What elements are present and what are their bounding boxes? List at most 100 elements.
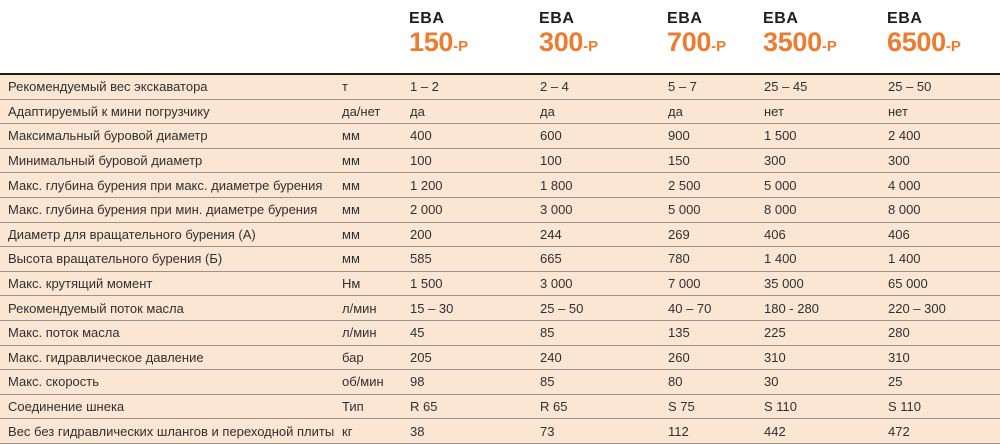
row-value: 406: [886, 222, 1000, 248]
row-label: Максимальный буровой диаметр: [0, 124, 340, 149]
row-value: 2 400: [886, 124, 1000, 149]
row-value: 25 – 45: [762, 75, 886, 100]
row-value: да: [666, 99, 762, 125]
row-value: нет: [886, 99, 1000, 125]
header-spacer-label: [0, 0, 340, 75]
row-unit: бар: [340, 345, 408, 371]
table-row: Макс. гидравлическое давление бар 205 240 26…: [0, 345, 1000, 371]
row-value: 8 000: [762, 197, 886, 223]
row-unit: кг: [340, 419, 408, 444]
model-name: 6500-P: [887, 27, 961, 57]
row-value: 150: [666, 148, 762, 174]
row-value: 472: [886, 419, 1000, 444]
row-value: 4 000: [886, 173, 1000, 198]
table-row: Минимальный буровой диаметр мм 100 100 150 30…: [0, 148, 1000, 174]
model-name: 700-P: [667, 27, 727, 57]
row-value: R 65: [408, 394, 538, 420]
row-value: 7 000: [666, 271, 762, 297]
model-header-300: EBA 300-P: [538, 0, 666, 75]
row-value: 73: [538, 419, 666, 444]
row-unit: мм: [340, 247, 408, 272]
brand-name: EBA: [539, 10, 575, 27]
row-value: 135: [666, 320, 762, 346]
brand-name: EBA: [887, 10, 923, 27]
row-label: Макс. поток масла: [0, 320, 340, 346]
table-row: Соединение шнека Тип R 65 R 65 S 75 S 110 S 11…: [0, 394, 1000, 420]
table-row: Макс. глубина бурения при макс. диаметре…: [0, 173, 1000, 198]
row-value: S 110: [762, 394, 886, 420]
model-name: 300-P: [539, 27, 599, 57]
row-value: 1 400: [886, 247, 1000, 272]
row-value: 30: [762, 370, 886, 395]
model-name: 3500-P: [763, 27, 837, 57]
model-header-6500: EBA 6500-P: [886, 0, 1000, 75]
row-value: 1 800: [538, 173, 666, 198]
table-row: Высота вращательного бурения (Б) мм 585 665…: [0, 247, 1000, 272]
row-value: 310: [886, 345, 1000, 371]
row-value: 3 000: [538, 197, 666, 223]
row-value: S 75: [666, 394, 762, 420]
row-value: 244: [538, 222, 666, 248]
row-value: 80: [666, 370, 762, 395]
row-value: 85: [538, 370, 666, 395]
row-value: 780: [666, 247, 762, 272]
row-value: 5 000: [762, 173, 886, 198]
table-row: Макс. скорость об/мин 98 85 80 30 25: [0, 370, 1000, 395]
row-value: 269: [666, 222, 762, 248]
row-value: R 65: [538, 394, 666, 420]
row-unit: мм: [340, 124, 408, 149]
row-value: 65 000: [886, 271, 1000, 297]
row-value: 300: [762, 148, 886, 174]
row-value: да: [538, 99, 666, 125]
row-value: 665: [538, 247, 666, 272]
row-unit: мм: [340, 148, 408, 174]
row-value: 5 – 7: [666, 75, 762, 100]
row-label: Макс. глубина бурения при макс. диаметре…: [0, 173, 340, 198]
row-label: Макс. гидравлическое давление: [0, 345, 340, 371]
row-unit: да/нет: [340, 99, 408, 125]
row-value: 100: [408, 148, 538, 174]
table-row: Адаптируемый к мини погрузчику да/нет да да…: [0, 99, 1000, 125]
row-unit: л/мин: [340, 320, 408, 346]
model-name: 150-P: [409, 27, 469, 57]
row-value: нет: [762, 99, 886, 125]
row-value: 1 – 2: [408, 75, 538, 100]
row-value: 300: [886, 148, 1000, 174]
row-value: 406: [762, 222, 886, 248]
row-value: 100: [538, 148, 666, 174]
row-value: 25 – 50: [538, 296, 666, 321]
row-value: 3 000: [538, 271, 666, 297]
header-spacer-unit: [340, 0, 408, 75]
row-value: 205: [408, 345, 538, 371]
table-row: Макс. поток масла л/мин 45 85 135 225 280: [0, 320, 1000, 346]
row-value: 220 – 300: [886, 296, 1000, 321]
row-value: 200: [408, 222, 538, 248]
row-value: 85: [538, 320, 666, 346]
row-value: 225: [762, 320, 886, 346]
row-unit: л/мин: [340, 296, 408, 321]
row-value: 1 500: [408, 271, 538, 297]
row-value: 400: [408, 124, 538, 149]
row-label: Вес без гидравлических шлангов и переход…: [0, 419, 340, 444]
row-label: Макс. скорость: [0, 370, 340, 395]
row-unit: Нм: [340, 271, 408, 297]
row-value: 2 – 4: [538, 75, 666, 100]
row-value: 1 500: [762, 124, 886, 149]
brand-name: EBA: [409, 10, 445, 27]
model-header-700: EBA 700-P: [666, 0, 762, 75]
row-label: Адаптируемый к мини погрузчику: [0, 99, 340, 125]
table-row: Диаметр для вращательного бурения (А) мм 2…: [0, 222, 1000, 248]
row-value: 585: [408, 247, 538, 272]
row-unit: т: [340, 75, 408, 100]
row-value: да: [408, 99, 538, 125]
model-header-150: EBA 150-P: [408, 0, 538, 75]
row-label: Диаметр для вращательного бурения (А): [0, 222, 340, 248]
row-value: 25 – 50: [886, 75, 1000, 100]
row-value: 1 200: [408, 173, 538, 198]
row-value: 38: [408, 419, 538, 444]
row-value: 310: [762, 345, 886, 371]
model-header-3500: EBA 3500-P: [762, 0, 886, 75]
row-unit: мм: [340, 173, 408, 198]
row-value: 240: [538, 345, 666, 371]
